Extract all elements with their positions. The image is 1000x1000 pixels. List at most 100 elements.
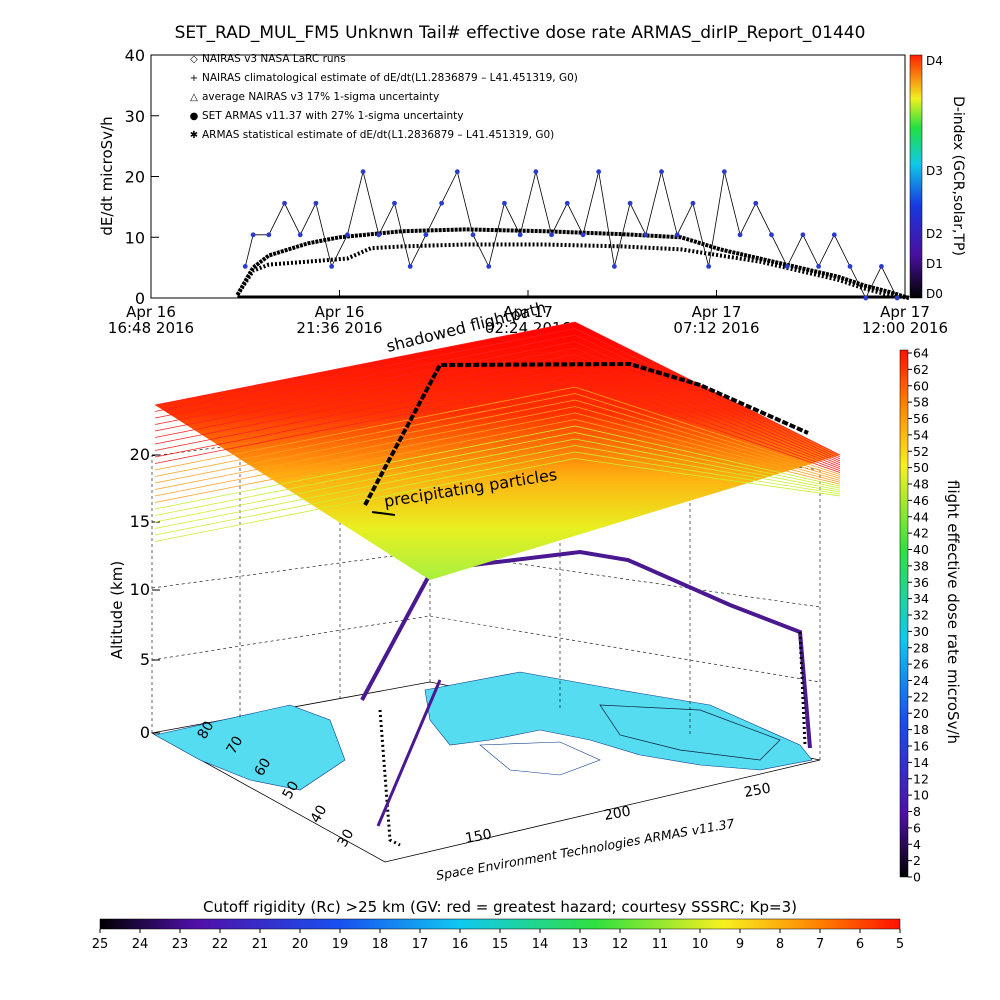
- d-index-tick: D2: [926, 227, 943, 241]
- dose-rate-tick-label: 46: [913, 493, 929, 508]
- armas-point: [879, 264, 884, 269]
- cutoff-tick-label: 15: [492, 937, 509, 952]
- armas-point: [690, 200, 696, 206]
- y-ticks: 0 10 20 30 40: [125, 46, 159, 308]
- armas-point: [863, 295, 869, 301]
- legend: ◇ NAIRAS v3 NASA LaRC runs + NAIRAS climato…: [190, 53, 578, 141]
- dose-rate-tick-label: 16: [913, 739, 929, 754]
- surface-contour-line: [154, 321, 841, 456]
- dose-rate-tick-label: 20: [913, 706, 929, 721]
- armas-point: [831, 232, 837, 238]
- cutoff-tick-label: 25: [92, 937, 109, 952]
- surface-contour-line: [154, 419, 841, 503]
- cutoff-tick-label: 11: [652, 937, 669, 952]
- cutoff-rigidity-colorbar: [99, 918, 901, 930]
- armas-point: [242, 264, 248, 269]
- armas-point: [517, 232, 523, 238]
- armas-point: [659, 169, 664, 175]
- armas-point: [266, 232, 272, 238]
- armas-point: [816, 264, 822, 269]
- armas-point: [753, 200, 759, 206]
- surface-contour-line: [154, 341, 841, 462]
- cutoff-tick-label: 5: [896, 937, 904, 952]
- y-tick-label: 10: [125, 228, 145, 247]
- armas-point: [596, 169, 602, 175]
- x-tick-label-line1: Apr 16: [315, 303, 365, 321]
- x-tick-label-line2: 21:36 2016: [296, 319, 382, 337]
- altitude-ticks: 0 5 10 15 20: [130, 445, 160, 742]
- figure-title: SET_RAD_MUL_FM5 Unknwn Tail# effective d…: [175, 23, 866, 43]
- armas-point: [470, 232, 476, 238]
- dose-rate-tick-label: 22: [913, 689, 929, 704]
- surface-contour-line: [154, 432, 841, 516]
- x-tick-label-line2: 16:48 2016: [108, 319, 194, 337]
- surface-contour-line: [154, 458, 841, 542]
- dose-rate-tick-label: 26: [913, 657, 929, 672]
- dose-rate-tick-label: 38: [913, 558, 929, 573]
- armas-point: [627, 200, 633, 206]
- dose-rate-tick-label: 12: [913, 771, 929, 786]
- flight-path-ground-track: [376, 679, 442, 827]
- dose-rate-tick-label: 40: [913, 542, 929, 557]
- cutoff-tick-label: 10: [692, 937, 709, 952]
- latitude-tick-label: 30: [335, 827, 358, 850]
- armas-point: [549, 232, 554, 238]
- dose-rate-colorbar-label: flight effective dose rate microSv/h: [944, 480, 962, 744]
- legend-symbol: △: [190, 92, 198, 103]
- surface-contour-line: [154, 406, 841, 490]
- armas-point: [580, 232, 586, 238]
- altitude-tick-label: 5: [140, 650, 150, 669]
- dose-rate-tick-label: 42: [913, 526, 929, 541]
- armas-point: [564, 200, 570, 206]
- armas-point: [407, 264, 413, 269]
- dose-rate-tick-label: 64: [913, 346, 929, 361]
- armas-point: [454, 169, 460, 175]
- armas-point: [360, 169, 366, 175]
- latitude-tick-label: 50: [280, 779, 303, 802]
- latitude-tick-label: 40: [308, 803, 331, 826]
- dose-rate-tick-label: 50: [913, 460, 929, 475]
- dose-rate-tick-label: 34: [913, 591, 929, 606]
- latitude-tick-label: 60: [252, 756, 275, 779]
- d-index-colorbar: [909, 54, 923, 299]
- latitude-tick-label: 80: [195, 719, 218, 742]
- legend-label: SET ARMAS v11.37 with 27% 1-sigma uncert…: [202, 110, 464, 122]
- d-index-tick: D1: [926, 257, 943, 271]
- armas-point: [439, 200, 445, 206]
- cutoff-tick-label: 13: [572, 937, 589, 952]
- dose-rate-tick-label: 36: [913, 575, 929, 590]
- dose-rate-tick-label: 2: [913, 853, 921, 868]
- dose-rate-tick-label: 14: [913, 755, 929, 770]
- x-tick-label-line2: 12:00 2016: [862, 319, 948, 337]
- armas-point: [847, 264, 853, 269]
- d-index-ticks: D0 D1 D2 D3 D4: [926, 54, 943, 301]
- armas-point: [250, 232, 256, 238]
- flight-path-descent: [798, 631, 807, 746]
- armas-point: [737, 232, 743, 238]
- series-armas-statistical: [235, 242, 910, 300]
- x-tick-label-line1: Apr 16: [126, 303, 176, 321]
- legend-symbol: +: [190, 73, 198, 84]
- dose-rate-tick-label: 6: [913, 820, 921, 835]
- surface-contour-line: [154, 438, 841, 523]
- x-tick-label-line2: 07:12 2016: [673, 319, 759, 337]
- x-tick-label-line1: Apr 17: [503, 303, 553, 321]
- armas-point: [376, 232, 382, 238]
- series-nairas-climatological: [235, 227, 910, 300]
- dose-rate-tick-label: 58: [913, 395, 929, 410]
- map-water-inlet: [479, 741, 601, 776]
- legend-label: average NAIRAS v3 17% 1-sigma uncertaint…: [202, 91, 439, 103]
- surface-contour-line: [154, 399, 841, 484]
- altitude-label: Altitude (km): [108, 561, 126, 659]
- y-tick-label: 30: [125, 107, 145, 126]
- cutoff-tick-label: 21: [252, 937, 269, 952]
- d-index-label: D-index (GCR,solar,TP): [950, 96, 966, 256]
- dose-rate-tick-label: 48: [913, 477, 929, 492]
- dose-rate-surface-lines: [154, 321, 841, 542]
- dose-rate-tick-label: 44: [913, 509, 929, 524]
- surface-contour-line: [154, 393, 841, 477]
- cutoff-tick-label: 7: [816, 937, 824, 952]
- dose-rate-tick-label: 54: [913, 427, 929, 442]
